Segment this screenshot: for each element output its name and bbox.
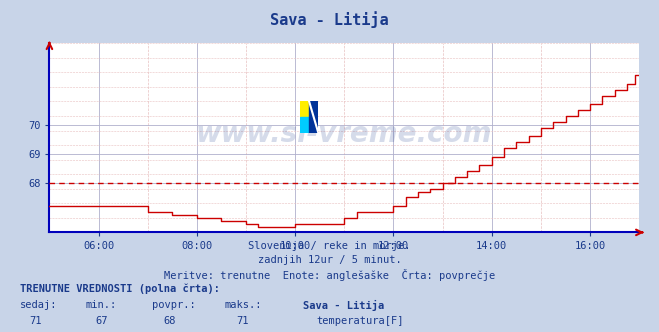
Text: maks.:: maks.: (224, 300, 262, 310)
Text: povpr.:: povpr.: (152, 300, 195, 310)
Text: 71: 71 (236, 316, 248, 326)
Text: Sava - Litija: Sava - Litija (303, 300, 384, 311)
Text: min.:: min.: (86, 300, 117, 310)
Bar (300, 101, 309, 117)
Polygon shape (309, 101, 318, 133)
Text: sedaj:: sedaj: (20, 300, 57, 310)
Text: 67: 67 (96, 316, 108, 326)
Text: www.si-vreme.com: www.si-vreme.com (196, 120, 492, 148)
Text: 71: 71 (30, 316, 42, 326)
Text: temperatura[F]: temperatura[F] (316, 316, 404, 326)
Text: Sava - Litija: Sava - Litija (270, 12, 389, 29)
Text: Slovenija / reke in morje.: Slovenija / reke in morje. (248, 241, 411, 251)
Text: TRENUTNE VREDNOSTI (polna črta):: TRENUTNE VREDNOSTI (polna črta): (20, 284, 219, 294)
Bar (300, 117, 309, 133)
Text: 68: 68 (163, 316, 176, 326)
Text: Meritve: trenutne  Enote: anglešaške  Črta: povprečje: Meritve: trenutne Enote: anglešaške Črta… (164, 269, 495, 281)
Text: zadnjih 12ur / 5 minut.: zadnjih 12ur / 5 minut. (258, 255, 401, 265)
